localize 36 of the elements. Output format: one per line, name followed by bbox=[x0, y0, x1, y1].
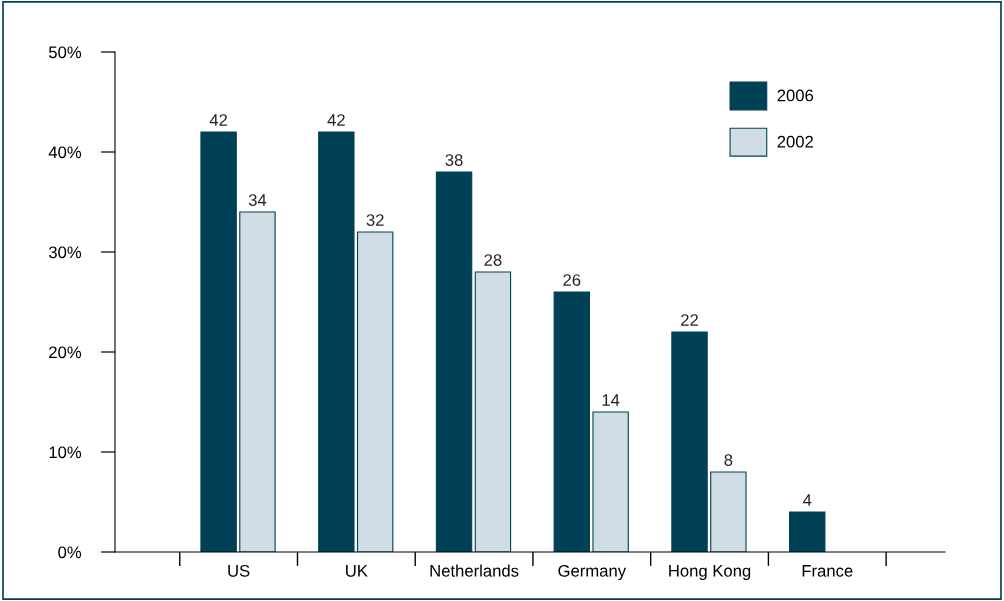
bar bbox=[435, 171, 473, 552]
data-label: 26 bbox=[563, 274, 581, 286]
bar bbox=[200, 131, 237, 552]
x-tick-label: Germany bbox=[558, 564, 627, 581]
data-label: 4 bbox=[803, 494, 812, 506]
bar bbox=[318, 131, 355, 552]
x-tick-label: US bbox=[228, 564, 250, 577]
y-tick-label: 30% bbox=[48, 246, 82, 259]
x-tick-label: Netherlands bbox=[430, 564, 519, 577]
bar bbox=[239, 211, 276, 552]
data-label: 38 bbox=[445, 154, 463, 166]
y-tick-label: 10% bbox=[49, 446, 82, 459]
x-tick-label: France bbox=[802, 565, 853, 577]
x-tick-label: Hong Kong bbox=[669, 565, 751, 581]
data-label: 14 bbox=[602, 394, 620, 406]
legend-label: 2002 bbox=[777, 135, 813, 148]
bar bbox=[671, 331, 708, 552]
data-label: 32 bbox=[366, 214, 384, 226]
data-label: 34 bbox=[248, 194, 267, 206]
y-tick-label: 0% bbox=[58, 546, 82, 559]
data-label: 8 bbox=[724, 454, 733, 466]
data-label: 42 bbox=[327, 114, 345, 126]
data-label: 28 bbox=[484, 254, 502, 266]
data-label: 42 bbox=[209, 114, 228, 126]
y-tick-label: 20% bbox=[49, 346, 82, 359]
legend-label: 2006 bbox=[777, 89, 814, 102]
x-tick-label: UK bbox=[346, 565, 368, 577]
bar bbox=[553, 291, 591, 552]
y-tick-label: 40% bbox=[48, 146, 82, 159]
bar bbox=[789, 511, 826, 552]
bar bbox=[592, 411, 629, 552]
y-tick-label: 50% bbox=[48, 46, 82, 59]
bar bbox=[710, 471, 747, 552]
bar bbox=[356, 231, 394, 552]
data-label: 22 bbox=[681, 314, 698, 326]
bar bbox=[474, 271, 512, 552]
